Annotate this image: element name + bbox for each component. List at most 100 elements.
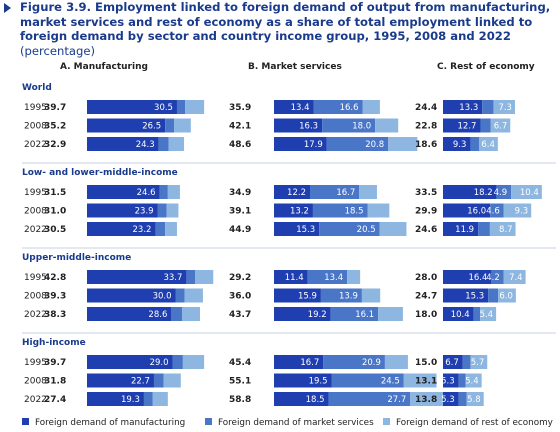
bar-rest_of_economy-high-income-2022-market_services (458, 392, 467, 406)
bar-manufacturing-upper-middle-income-2008-manufacturing (87, 288, 176, 303)
bar-manufacturing-upper-middle-income-2008-market_services (175, 288, 185, 303)
data-label-rest_of_economy-high-income-1995-manufacturing: 6.7 (445, 358, 459, 368)
total-label-manufacturing-world-2008: 35.2 (44, 122, 66, 132)
data-label-rest_of_economy-low-and-lower-middle-income-2008-rest_of_economy: 9.3 (515, 207, 529, 217)
bar-manufacturing-world-1995-rest_of_economy (185, 100, 205, 114)
total-label-manufacturing-low-and-lower-middle-income-2022: 30.5 (44, 225, 66, 235)
bar-market_services-world-1995-manufacturing (274, 100, 314, 114)
total-label-market_services-world-1995: 35.9 (229, 103, 251, 113)
bar-market_services-world-1995-market_services (313, 100, 363, 114)
bar-rest_of_economy-world-2008-manufacturing (443, 118, 481, 133)
bar-rest_of_economy-high-income-1995-manufacturing (443, 355, 463, 369)
data-label-market_services-high-income-1995-manufacturing: 16.7 (300, 358, 319, 368)
bar-manufacturing-world-2008-market_services (165, 118, 175, 133)
data-label-market_services-high-income-2022-manufacturing: 18.5 (306, 395, 325, 405)
data-label-market_services-world-2008-market_services: 18.0 (352, 122, 371, 132)
data-label-manufacturing-low-and-lower-middle-income-1995-manufacturing: 24.6 (137, 188, 156, 198)
bar-rest_of_economy-low-and-lower-middle-income-2022-market_services (478, 222, 490, 236)
bar-manufacturing-world-1995-manufacturing (87, 100, 177, 114)
bar-rest_of_economy-low-and-lower-middle-income-1995-market_services (496, 185, 512, 199)
total-label-rest_of_economy-high-income-2022: 13.8 (415, 395, 437, 405)
bar-rest_of_economy-world-2008-rest_of_economy (490, 118, 511, 133)
bar-rest_of_economy-world-2022-rest_of_economy (478, 137, 498, 151)
bar-market_services-world-2008-rest_of_economy (375, 118, 399, 133)
data-label-market_services-world-1995-market_services: 16.6 (340, 103, 359, 113)
total-label-market_services-upper-middle-income-2022: 43.7 (229, 310, 251, 320)
bar-market_services-low-and-lower-middle-income-2022-market_services (319, 222, 380, 236)
total-label-rest_of_economy-high-income-2008: 13.1 (415, 377, 437, 387)
bar-market_services-world-2008-manufacturing (274, 118, 323, 133)
total-label-market_services-low-and-lower-middle-income-2022: 44.9 (229, 225, 251, 235)
bar-rest_of_economy-upper-middle-income-2022-manufacturing (443, 307, 474, 321)
bar-manufacturing-upper-middle-income-2022-manufacturing (87, 307, 172, 321)
bar-rest_of_economy-world-2008-market_services (480, 118, 491, 133)
total-label-rest_of_economy-upper-middle-income-1995: 28.0 (415, 273, 437, 283)
data-label-market_services-upper-middle-income-2022-market_services: 16.1 (355, 310, 374, 320)
bar-manufacturing-low-and-lower-middle-income-1995-manufacturing (87, 185, 160, 199)
year-label-low-and-lower-middle-income-2022: 2022 (24, 225, 47, 235)
bar-market_services-world-2022-rest_of_economy (388, 137, 418, 151)
bar-rest_of_economy-high-income-2022-rest_of_economy (466, 392, 484, 406)
bar-manufacturing-low-and-lower-middle-income-2008-manufacturing (87, 203, 158, 218)
bar-manufacturing-high-income-2008-manufacturing (87, 373, 154, 388)
bar-rest_of_economy-upper-middle-income-2022-rest_of_economy (480, 307, 497, 321)
data-label-rest_of_economy-upper-middle-income-1995-market_services: 4.2 (486, 273, 500, 283)
total-label-manufacturing-low-and-lower-middle-income-2008: 31.0 (44, 207, 66, 217)
year-label-high-income-2008: 2008 (24, 377, 47, 387)
bar-market_services-upper-middle-income-1995-market_services (307, 270, 348, 284)
bar-manufacturing-high-income-1995-rest_of_economy (182, 355, 205, 369)
data-label-rest_of_economy-upper-middle-income-2008-rest_of_economy: 6.0 (499, 292, 513, 302)
bar-rest_of_economy-world-1995-market_services (482, 100, 494, 114)
data-label-manufacturing-high-income-2022-manufacturing: 19.3 (121, 395, 140, 405)
data-label-rest_of_economy-low-and-lower-middle-income-2022-manufacturing: 11.9 (455, 225, 474, 235)
data-label-rest_of_economy-world-2022-manufacturing: 9.3 (453, 140, 467, 150)
bar-market_services-world-1995-rest_of_economy (362, 100, 380, 114)
bar-manufacturing-world-2022-rest_of_economy (168, 137, 185, 151)
data-label-rest_of_economy-world-1995-manufacturing: 13.3 (459, 103, 478, 113)
total-label-market_services-upper-middle-income-1995: 29.2 (229, 273, 251, 283)
bar-rest_of_economy-low-and-lower-middle-income-1995-manufacturing (443, 185, 497, 199)
data-label-market_services-high-income-2008-market_services: 24.5 (381, 377, 400, 387)
bar-market_services-high-income-2008-manufacturing (274, 373, 332, 388)
panel-header-rest-of-economy: C. Rest of economy (437, 62, 535, 72)
total-label-rest_of_economy-low-and-lower-middle-income-2022: 24.6 (415, 225, 437, 235)
data-label-rest_of_economy-low-and-lower-middle-income-2022-rest_of_economy: 8.7 (499, 225, 513, 235)
bar-market_services-upper-middle-income-2022-manufacturing (274, 307, 331, 321)
data-label-manufacturing-world-2022-manufacturing: 24.3 (136, 140, 155, 150)
data-label-rest_of_economy-world-2008-manufacturing: 12.7 (458, 122, 477, 132)
bar-rest_of_economy-high-income-2008-manufacturing (443, 373, 459, 388)
bar-market_services-low-and-lower-middle-income-1995-market_services (309, 185, 360, 199)
bar-manufacturing-world-2022-manufacturing (87, 137, 159, 151)
total-label-rest_of_economy-world-2022: 18.6 (415, 140, 437, 150)
bar-rest_of_economy-world-1995-rest_of_economy (493, 100, 515, 114)
bar-rest_of_economy-world-1995-manufacturing (443, 100, 483, 114)
total-label-manufacturing-high-income-2008: 31.8 (44, 377, 66, 387)
data-label-market_services-low-and-lower-middle-income-1995-manufacturing: 12.2 (287, 188, 306, 198)
bar-market_services-high-income-2008-market_services (331, 373, 404, 388)
data-label-rest_of_economy-high-income-2022-rest_of_economy: 5.8 (467, 395, 481, 405)
bar-market_services-upper-middle-income-1995-manufacturing (274, 270, 308, 284)
data-label-rest_of_economy-high-income-1995-rest_of_economy: 5.7 (471, 358, 485, 368)
bar-manufacturing-world-2008-rest_of_economy (174, 118, 191, 133)
total-label-manufacturing-high-income-1995: 39.7 (44, 358, 66, 368)
group-label-upper-middle-income: Upper-middle-income (22, 253, 131, 263)
bar-rest_of_economy-low-and-lower-middle-income-2008-rest_of_economy (503, 203, 532, 218)
bar-market_services-low-and-lower-middle-income-2008-manufacturing (274, 203, 313, 218)
panel-header-manufacturing: A. Manufacturing (60, 62, 148, 72)
data-label-market_services-world-1995-manufacturing: 13.4 (291, 103, 310, 113)
bar-market_services-low-and-lower-middle-income-1995-manufacturing (274, 185, 310, 199)
bar-manufacturing-upper-middle-income-1995-rest_of_economy (195, 270, 214, 284)
data-label-market_services-world-2022-market_services: 20.8 (365, 140, 384, 150)
data-label-rest_of_economy-high-income-2022-manufacturing: 5.3 (441, 395, 455, 405)
data-label-market_services-high-income-2022-market_services: 27.7 (387, 395, 406, 405)
bar-manufacturing-world-2008-manufacturing (87, 118, 166, 133)
total-label-rest_of_economy-upper-middle-income-2008: 24.7 (415, 292, 437, 302)
bar-manufacturing-upper-middle-income-2022-market_services (171, 307, 182, 321)
bar-market_services-world-2008-market_services (322, 118, 376, 133)
data-label-rest_of_economy-world-2008-rest_of_economy: 6.7 (494, 122, 508, 132)
bar-rest_of_economy-low-and-lower-middle-income-2008-market_services (490, 203, 504, 218)
bar-rest_of_economy-upper-middle-income-2008-manufacturing (443, 288, 489, 303)
bar-manufacturing-high-income-2008-rest_of_economy (163, 373, 181, 388)
bar-market_services-low-and-lower-middle-income-1995-rest_of_economy (359, 185, 377, 199)
